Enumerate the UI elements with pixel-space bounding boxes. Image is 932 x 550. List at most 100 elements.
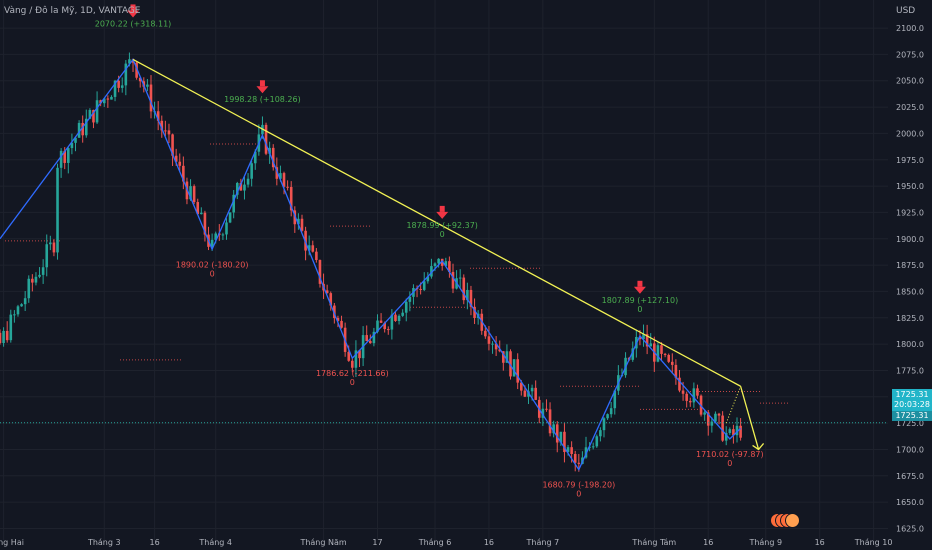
- candle-body: [164, 130, 167, 132]
- candle-body: [200, 212, 203, 215]
- candle-body: [667, 354, 670, 362]
- candle-body: [117, 80, 120, 88]
- time-tick-label: 17: [372, 538, 382, 547]
- candle-body: [368, 341, 372, 344]
- candle-body: [49, 242, 52, 245]
- candle-body: [358, 350, 361, 359]
- price-tick-label: 1975.0: [896, 156, 924, 165]
- candle-body: [189, 186, 192, 200]
- candle-body: [606, 414, 609, 419]
- candle-body: [214, 233, 218, 240]
- candle-body: [728, 429, 732, 433]
- candle-body: [703, 412, 706, 415]
- candle-body: [739, 425, 742, 438]
- time-tick-label: Tháng 6: [418, 538, 452, 547]
- candle-body: [663, 353, 667, 355]
- pivot-label: 1807.89 (+127.10): [602, 296, 679, 305]
- candle-body: [271, 147, 275, 168]
- candle-body: [523, 390, 527, 397]
- price-tick-label: 1900.0: [896, 235, 924, 244]
- pivot-label: 1878.99 (+92.37): [406, 221, 477, 230]
- candle-body: [563, 431, 566, 453]
- candle-body: [329, 293, 333, 306]
- candle-body: [120, 85, 124, 88]
- candle-body: [210, 239, 214, 247]
- candle-body: [351, 360, 354, 368]
- candle-body: [196, 202, 200, 215]
- candle-body: [379, 320, 383, 323]
- candle-body: [113, 80, 117, 97]
- pivot-label: 1680.79 (-198.20): [542, 481, 615, 490]
- zigzag-line: [0, 58, 742, 472]
- candle-body: [243, 184, 246, 191]
- last-price-tag: 1725.31 20:03:28: [892, 389, 932, 411]
- candle-body: [462, 277, 466, 301]
- candle-body: [59, 150, 63, 168]
- candle-body: [286, 186, 289, 188]
- candle-body: [167, 130, 171, 135]
- candle-body: [437, 258, 440, 264]
- candle-body: [293, 210, 297, 225]
- candle-body: [512, 359, 516, 377]
- candle-body: [45, 244, 49, 268]
- candle-body: [552, 424, 555, 434]
- candle-body: [135, 62, 138, 78]
- candle-body: [394, 314, 397, 322]
- time-tick-label: Tháng 7: [526, 538, 560, 547]
- candle-body: [519, 382, 523, 391]
- time-tick-label: Tháng 3: [87, 538, 121, 547]
- time-tick-label: Tháng Hai: [0, 538, 24, 547]
- candle-body: [530, 387, 534, 392]
- price-tick-label: 1850.0: [896, 287, 924, 296]
- candle-body: [602, 418, 606, 431]
- down-arrow-icon: [637, 280, 643, 287]
- candle-body: [591, 446, 595, 448]
- candle-body: [660, 345, 663, 354]
- candle-body: [182, 165, 185, 182]
- candle-body: [681, 390, 685, 394]
- candle-body: [516, 359, 520, 383]
- candle-body: [505, 351, 509, 363]
- candle-body: [300, 218, 304, 231]
- candle-body: [422, 281, 426, 290]
- candle-body: [696, 388, 699, 396]
- candle-body: [307, 245, 311, 251]
- pivot-sublabel: 0: [727, 459, 732, 468]
- candle-body: [678, 377, 681, 391]
- candle-body: [250, 163, 253, 179]
- candle-body: [502, 351, 505, 363]
- time-tick-label: 16: [149, 538, 159, 547]
- candle-body: [146, 84, 149, 87]
- currency-label: USD: [896, 6, 916, 16]
- price-tick-label: 2000.0: [896, 129, 924, 138]
- candle-body: [178, 161, 182, 166]
- candle-body: [27, 278, 31, 299]
- candle-body: [404, 301, 408, 313]
- price-tick-label: 1700.0: [896, 445, 924, 454]
- candle-body: [721, 415, 724, 441]
- scroll-to-latest-button[interactable]: [770, 513, 800, 528]
- candle-body: [473, 306, 476, 318]
- candle-body: [426, 276, 430, 282]
- candle-body: [595, 436, 599, 447]
- candle-body: [253, 151, 257, 164]
- candle-body: [527, 391, 530, 397]
- candle-body: [383, 322, 386, 330]
- candle-body: [171, 134, 174, 156]
- descending-trendline: [132, 58, 741, 387]
- candle-body: [469, 289, 473, 307]
- grid: [0, 0, 888, 540]
- down-arrow-icon: [259, 80, 265, 87]
- candle-body: [545, 408, 548, 410]
- candle-body: [710, 421, 714, 426]
- pattern-lines: [0, 58, 888, 472]
- candle-body: [246, 178, 250, 185]
- candle-body: [408, 296, 412, 302]
- time-tick-label: Tháng Năm: [299, 538, 346, 547]
- current-price-tag: 1725.31: [892, 411, 932, 421]
- candle-body: [225, 222, 228, 235]
- candle-body: [99, 100, 102, 104]
- candle-body: [0, 332, 2, 344]
- candle-body: [95, 100, 99, 123]
